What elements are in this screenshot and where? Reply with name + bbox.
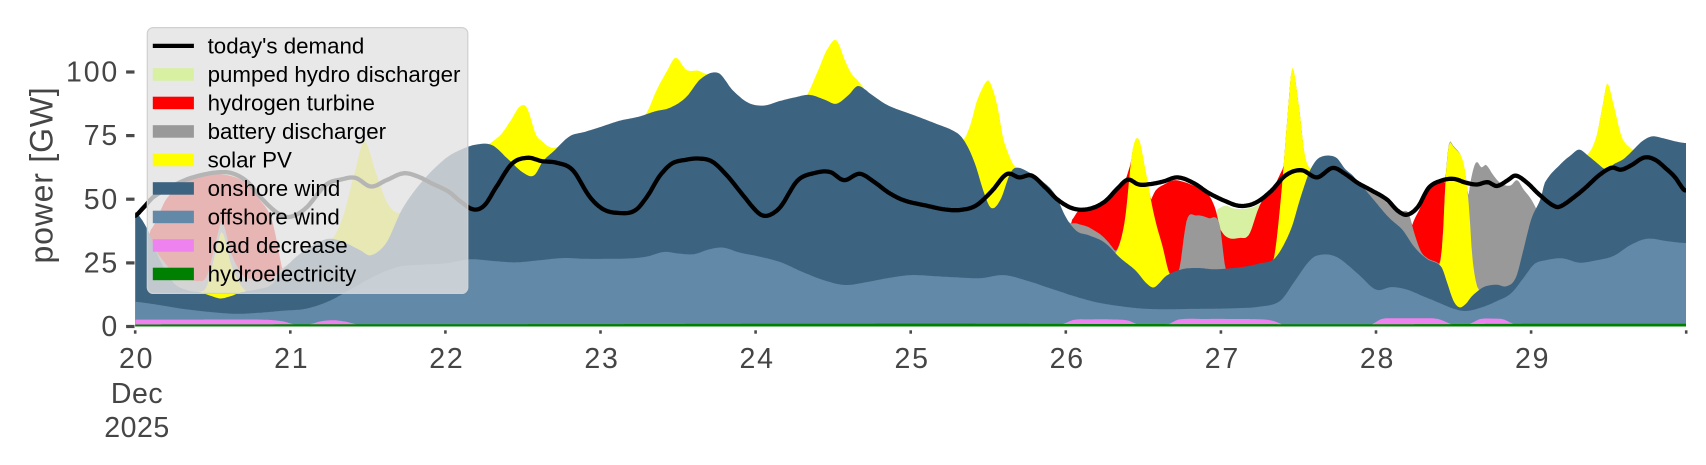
svg-text:25: 25: [895, 343, 930, 375]
svg-text:50: 50: [84, 184, 119, 216]
svg-text:solar PV: solar PV: [208, 148, 292, 173]
svg-text:Dec: Dec: [111, 378, 163, 410]
svg-text:battery discharger: battery discharger: [208, 119, 387, 144]
svg-text:22: 22: [429, 343, 464, 375]
svg-text:27: 27: [1205, 343, 1240, 375]
svg-text:75: 75: [84, 120, 119, 152]
svg-text:hydrogen turbine: hydrogen turbine: [208, 91, 375, 116]
svg-text:20: 20: [119, 343, 154, 375]
svg-text:26: 26: [1050, 343, 1085, 375]
svg-text:21: 21: [274, 343, 309, 375]
svg-text:onshore wind: onshore wind: [208, 176, 341, 201]
svg-text:24: 24: [739, 343, 774, 375]
svg-text:0: 0: [101, 311, 119, 343]
svg-text:offshore wind: offshore wind: [208, 205, 340, 230]
svg-text:hydroelectricity: hydroelectricity: [208, 262, 358, 287]
svg-text:pumped hydro discharger: pumped hydro discharger: [208, 62, 461, 87]
svg-text:100: 100: [66, 57, 119, 89]
svg-text:25: 25: [84, 247, 119, 279]
svg-text:2025: 2025: [104, 412, 169, 444]
svg-text:today's demand: today's demand: [208, 34, 365, 59]
svg-text:load decrease: load decrease: [208, 233, 348, 258]
svg-text:28: 28: [1360, 343, 1395, 375]
svg-text:power [GW]: power [GW]: [24, 87, 60, 264]
svg-text:23: 23: [584, 343, 619, 375]
svg-text:29: 29: [1515, 343, 1550, 375]
